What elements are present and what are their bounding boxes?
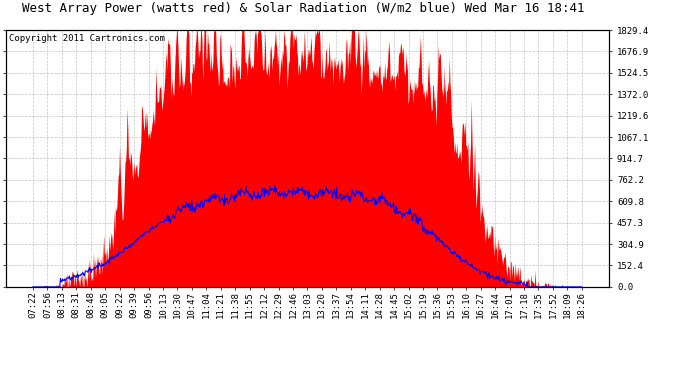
Text: Copyright 2011 Cartronics.com: Copyright 2011 Cartronics.com — [8, 34, 164, 43]
Text: West Array Power (watts red) & Solar Radiation (W/m2 blue) Wed Mar 16 18:41: West Array Power (watts red) & Solar Rad… — [22, 2, 585, 15]
